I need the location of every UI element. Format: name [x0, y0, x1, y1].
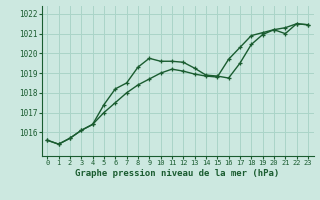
X-axis label: Graphe pression niveau de la mer (hPa): Graphe pression niveau de la mer (hPa)	[76, 169, 280, 178]
